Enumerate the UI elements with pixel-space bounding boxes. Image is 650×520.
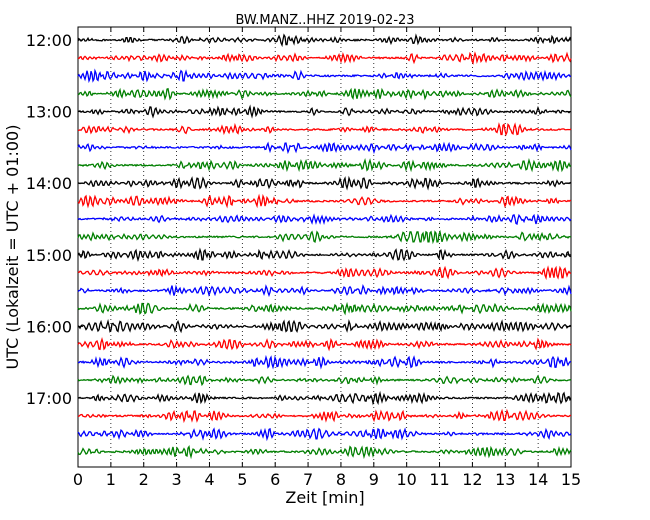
- trace-1630: [77, 354, 572, 370]
- trace-1415: [77, 193, 572, 209]
- y-axis-ticks: 12:00 13:00 14:00 15:00 16:00 17:00: [26, 31, 571, 408]
- x-tick-label: 1: [106, 470, 116, 489]
- trace-1545: [77, 301, 572, 316]
- y-axis-label: UTC (Lokalzeit = UTC + 01:00): [3, 125, 22, 370]
- trace-1245: [77, 87, 572, 101]
- trace-1515: [77, 265, 572, 281]
- x-tick-label: 15: [561, 470, 581, 489]
- trace-1230: [77, 68, 572, 84]
- x-tick-label: 4: [204, 470, 214, 489]
- vertical-gridlines: [110, 27, 539, 467]
- trace-1645: [77, 374, 572, 387]
- chart-title: BW.MANZ..HHZ 2019-02-23: [235, 13, 414, 28]
- trace-1200: [77, 33, 572, 48]
- plot-frame: [77, 26, 572, 468]
- trace-1615: [77, 337, 572, 352]
- trace-1300: [77, 104, 572, 119]
- x-tick-label: 12: [462, 470, 482, 489]
- x-tick-label: 5: [237, 470, 247, 489]
- trace-1430: [77, 213, 572, 226]
- x-axis-label: Zeit [min]: [285, 488, 364, 507]
- trace-1315: [77, 122, 572, 137]
- trace-1345: [77, 158, 572, 173]
- trace-1600: [77, 318, 572, 334]
- x-tick-label: 7: [303, 470, 313, 489]
- x-tick-label: 8: [336, 470, 346, 489]
- trace-1700: [77, 390, 572, 406]
- trace-1445: [77, 229, 572, 245]
- y-tick-label: 15:00: [26, 246, 72, 265]
- x-axis-ticks: 0 1 2 3 4 5 6 7 8 9 10 11 12 13 14 15: [73, 27, 581, 489]
- y-tick-label: 14:00: [26, 174, 72, 193]
- x-tick-label: 14: [528, 470, 548, 489]
- x-tick-label: 9: [369, 470, 379, 489]
- x-tick-label: 10: [396, 470, 416, 489]
- y-tick-label: 12:00: [26, 31, 72, 50]
- seismogram-traces: [77, 33, 572, 460]
- trace-1745: [77, 444, 572, 460]
- x-tick-label: 2: [139, 470, 149, 489]
- y-tick-label: 17:00: [26, 389, 72, 408]
- x-tick-label: 13: [495, 470, 515, 489]
- trace-1330: [77, 141, 572, 155]
- trace-1400: [77, 175, 572, 191]
- x-tick-label: 0: [73, 470, 83, 489]
- y-tick-label: 16:00: [26, 317, 72, 336]
- trace-1215: [77, 51, 572, 65]
- y-tick-label: 13:00: [26, 103, 72, 122]
- trace-1500: [77, 247, 572, 263]
- x-tick-label: 6: [270, 470, 280, 489]
- x-tick-label: 11: [429, 470, 449, 489]
- trace-1730: [77, 427, 572, 442]
- trace-1715: [77, 408, 572, 424]
- trace-1530: [77, 284, 572, 298]
- x-tick-label: 3: [172, 470, 182, 489]
